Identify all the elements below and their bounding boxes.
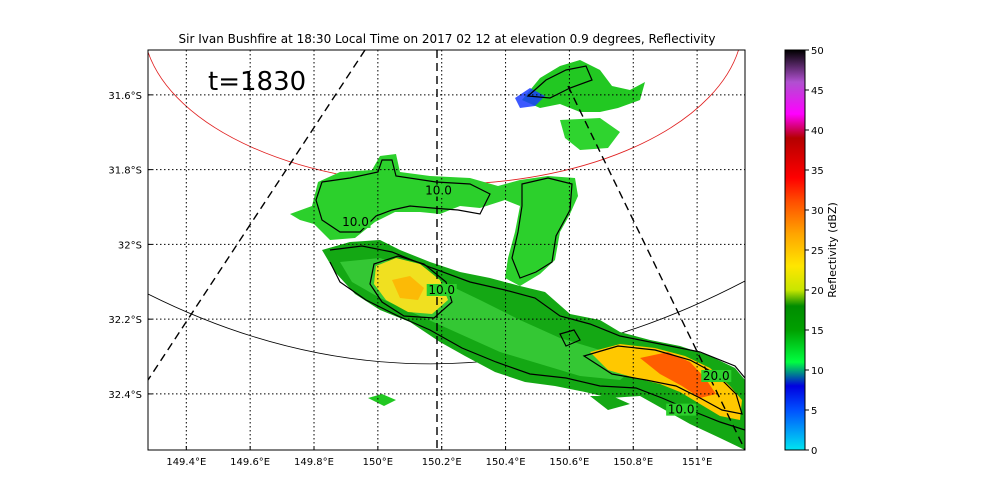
contour-label-bg: [340, 215, 371, 228]
lon-tick-label: 149.6°E: [230, 457, 270, 468]
contour-10-northeast: [526, 65, 593, 99]
beam-edge-west: [148, 50, 366, 381]
contour-label: 10.0: [668, 403, 695, 417]
contour-label: 10.0: [342, 215, 369, 229]
beam-edge-east: [567, 85, 745, 450]
plot-frame: [147, 49, 746, 451]
lon-tick-label: 150.2°E: [422, 457, 462, 468]
colorbar-tick-label: 5: [811, 406, 817, 417]
echo-core-east: [590, 344, 742, 420]
colorbar: 0 5 10 15 20 25 30 35 40 45 50 Reflectivity (dBZ): [784, 46, 839, 457]
time-label: t=1830: [208, 67, 306, 97]
contour-label-bg: [423, 184, 454, 197]
contour-10-west-core: [369, 255, 453, 319]
range-ring-outer: [148, 280, 745, 365]
lat-tick-label: 31.6°S: [108, 91, 142, 102]
contour-label-bg: [701, 369, 732, 382]
colorbar-ticks: 0 5 10 15 20 25 30 35 40 45 50: [805, 46, 824, 457]
graticule: [148, 50, 745, 450]
colorbar-tick-label: 25: [811, 246, 824, 257]
contour-20-east-core: [582, 345, 743, 415]
longitude-axis: 149.4°E 149.6°E 149.8°E 150°E 150.2°E 150.4°E…: [166, 446, 712, 468]
echo-core-west-inner: [392, 276, 424, 300]
beam-edge-lines: [148, 50, 745, 450]
colorbar-tick-label: 50: [811, 46, 824, 57]
echo-northeast: [522, 60, 645, 112]
echo-northeast-weak: [515, 88, 545, 108]
map-plot-area: 10.0 10.0 10.0 10.0 20.0 t=1830 149.4°E 149.6…: [108, 49, 746, 468]
lat-tick-label: 32.4°S: [108, 390, 142, 401]
contour-10-east-arm: [511, 177, 573, 279]
contour-label: 10.0: [425, 184, 452, 198]
colorbar-tick-label: 45: [811, 86, 824, 97]
echo-south-trail: [590, 396, 630, 410]
lon-tick-label: 149.8°E: [294, 457, 334, 468]
figure-title: Sir Ivan Bushfire at 18:30 Local Time on…: [179, 32, 716, 46]
contour-labels: 10.0 10.0 10.0 10.0 20.0: [340, 184, 732, 417]
colorbar-tick-label: 15: [811, 326, 824, 337]
lon-tick-label: 149.4°E: [166, 457, 206, 468]
colorbar-tick-label: 10: [811, 366, 824, 377]
lon-tick-label: 151°E: [682, 457, 712, 468]
colorbar-label: Reflectivity (dBZ): [826, 202, 839, 298]
lon-tick-label: 150.4°E: [486, 457, 526, 468]
lat-tick-label: 31.8°S: [108, 166, 142, 177]
contour-label-bg: [666, 403, 697, 416]
lat-tick-label: 32°S: [118, 240, 142, 251]
contour-label: 10.0: [428, 283, 455, 297]
colorbar-tick-label: 40: [811, 126, 824, 137]
colorbar-tick-label: 0: [811, 446, 817, 457]
colorbar-tick-label: 35: [811, 166, 824, 177]
colorbar-tick-label: 30: [811, 206, 824, 217]
latitude-axis: 31.6°S 31.8°S 32°S 32.2°S 32.4°S: [108, 91, 152, 401]
contour-10-band: [329, 245, 745, 379]
contour-label-bg: [426, 283, 457, 296]
contour-label: 20.0: [703, 369, 730, 383]
lat-tick-label: 32.2°S: [108, 315, 142, 326]
lon-tick-label: 150.6°E: [549, 457, 589, 468]
lon-tick-label: 150°E: [363, 457, 393, 468]
echo-scatter-east: [560, 118, 620, 150]
colorbar-tick-label: 20: [811, 286, 824, 297]
colorbar-bar: [784, 49, 806, 451]
contour-10-north: [315, 159, 491, 233]
echo-bottom-west: [368, 394, 396, 406]
lon-tick-label: 150.8°E: [613, 457, 653, 468]
